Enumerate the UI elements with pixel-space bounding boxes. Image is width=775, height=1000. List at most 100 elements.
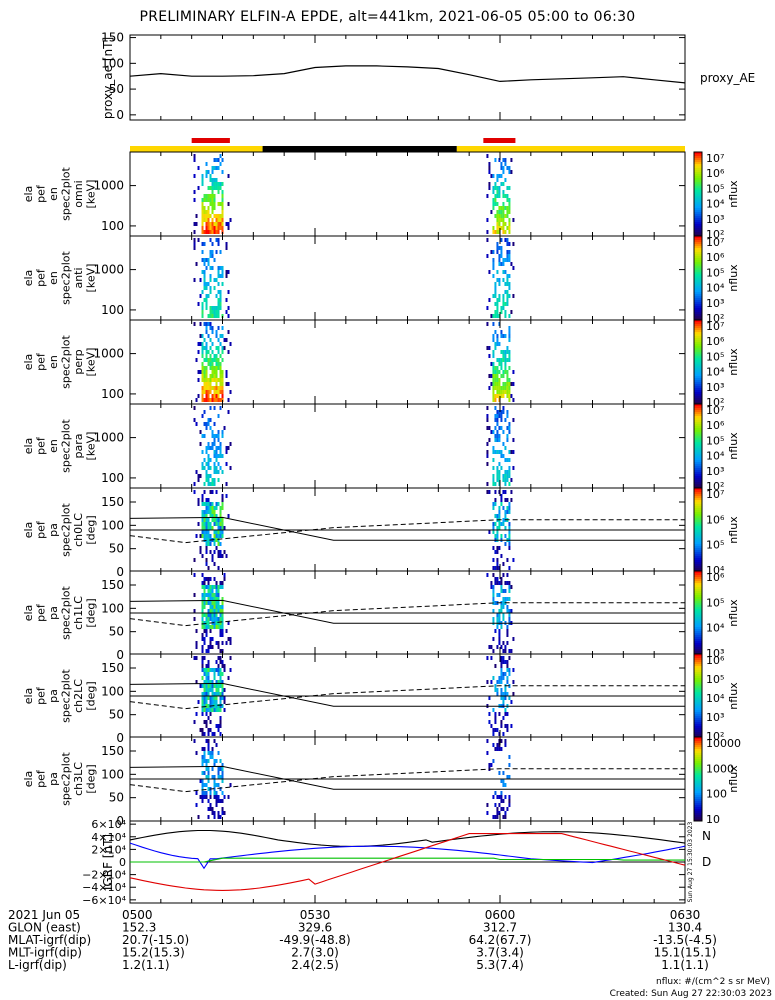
heatmap-cell (500, 418, 503, 422)
heatmap-cell (203, 390, 206, 394)
heatmap-cell (207, 747, 210, 751)
heatmap-cell (508, 656, 511, 660)
heatmap-cell (221, 218, 224, 222)
heatmap-cell (496, 378, 499, 382)
heatmap-cell (193, 482, 196, 486)
heatmap-cell (492, 366, 495, 370)
heatmap-cell (498, 222, 501, 226)
colorbar-cell (694, 728, 702, 730)
heatmap-cell (217, 692, 220, 696)
heatmap-cell (498, 593, 501, 597)
heatmap-cell (498, 414, 501, 418)
colorbar-cell (694, 268, 702, 270)
heatmap-cell (207, 668, 210, 672)
heatmap-cell (205, 775, 208, 779)
colorbar-cell (694, 218, 702, 220)
colorbar-cell (694, 382, 702, 384)
heatmap-cell (205, 649, 208, 653)
colorbar-cell (694, 637, 702, 639)
colorbar-cell (694, 562, 702, 564)
heatmap-cell (512, 466, 515, 470)
colorbar-cell (694, 556, 702, 558)
heatmap-cell (215, 390, 218, 394)
heatmap-cell (213, 506, 216, 510)
heatmap-cell (494, 330, 497, 334)
heatmap-cell (217, 182, 220, 186)
heatmap-cell (203, 577, 206, 581)
colorbar-title: nflux (727, 348, 740, 376)
colorbar-cell (694, 222, 702, 224)
heatmap-cell (504, 815, 507, 819)
colorbar-cell (694, 641, 702, 643)
colorbar-cell (694, 664, 702, 666)
heatmap-cell (486, 811, 489, 815)
heatmap-cell (504, 194, 507, 198)
heatmap-cell (215, 759, 218, 763)
heatmap-cell (207, 759, 210, 763)
heatmap-cell (213, 214, 216, 218)
heatmap-cell (504, 739, 507, 743)
heatmap-cell (498, 676, 501, 680)
ephemeris-value: 3.7(3.4) (476, 946, 524, 960)
heatmap-cell (219, 366, 222, 370)
colorbar-cell (694, 418, 702, 420)
heatmap-cell (496, 743, 499, 747)
heatmap-cell (215, 346, 218, 350)
colorbar-cell (694, 512, 702, 514)
heatmap-cell (207, 358, 210, 362)
heatmap-cell (211, 680, 214, 684)
heatmap-cell (496, 334, 499, 338)
heatmap-cell (502, 442, 505, 446)
heatmap-cell (494, 550, 497, 554)
heatmap-cell (492, 202, 495, 206)
heatmap-cell (211, 306, 214, 310)
colorbar-cell (694, 668, 702, 670)
heatmap-cell (504, 510, 507, 514)
anti-loss-cone-line (129, 768, 685, 793)
heatmap-cell (504, 672, 507, 676)
heatmap-cell (494, 158, 497, 162)
ephemeris-value: 0630 (670, 908, 701, 922)
heatmap-cell (496, 645, 499, 649)
heatmap-cell (496, 394, 499, 398)
heatmap-cell (207, 506, 210, 510)
heatmap-cell (201, 414, 204, 418)
heatmap-cell (496, 514, 499, 518)
colorbar-cell (694, 645, 702, 647)
heatmap-cell (213, 194, 216, 198)
colorbar-cell (694, 244, 702, 246)
heatmap-cell (486, 454, 489, 458)
colorbar-cell (694, 322, 702, 324)
heatmap-cell (502, 410, 505, 414)
heatmap-cell (203, 378, 206, 382)
colorbar-cell (694, 619, 702, 621)
heatmap-cell (227, 330, 230, 334)
colorbar-cell (694, 482, 702, 484)
panel-ylabel: [keV] (85, 432, 98, 461)
heatmap-cell (201, 354, 204, 358)
heatmap-cell (209, 214, 212, 218)
proxy-ae-ytick-label: 50 (109, 82, 124, 96)
heatmap-cell (500, 664, 503, 668)
colorbar-cell (694, 198, 702, 200)
panel-ylabel: pef (35, 268, 48, 287)
heatmap-cell (209, 637, 212, 641)
heatmap-cell (510, 394, 513, 398)
heatmap-cell (197, 378, 200, 382)
panel-ylabel: spec2plot (60, 503, 73, 557)
colorbar-cell (694, 741, 702, 743)
colorbar-cell (694, 500, 702, 502)
heatmap-cell (510, 585, 513, 589)
heatmap-cell (213, 530, 216, 534)
colorbar-cell (694, 615, 702, 617)
colorbar-cell (694, 656, 702, 658)
heatmap-cell (213, 354, 216, 358)
heatmap-cell (211, 518, 214, 522)
heatmap-cell (193, 739, 196, 743)
heatmap-cell (207, 206, 210, 210)
heatmap-cell (205, 617, 208, 621)
heatmap-cell (207, 334, 210, 338)
heatmap-cell (213, 763, 216, 767)
heatmap-cell (494, 490, 497, 494)
heatmap-cell (201, 649, 204, 653)
